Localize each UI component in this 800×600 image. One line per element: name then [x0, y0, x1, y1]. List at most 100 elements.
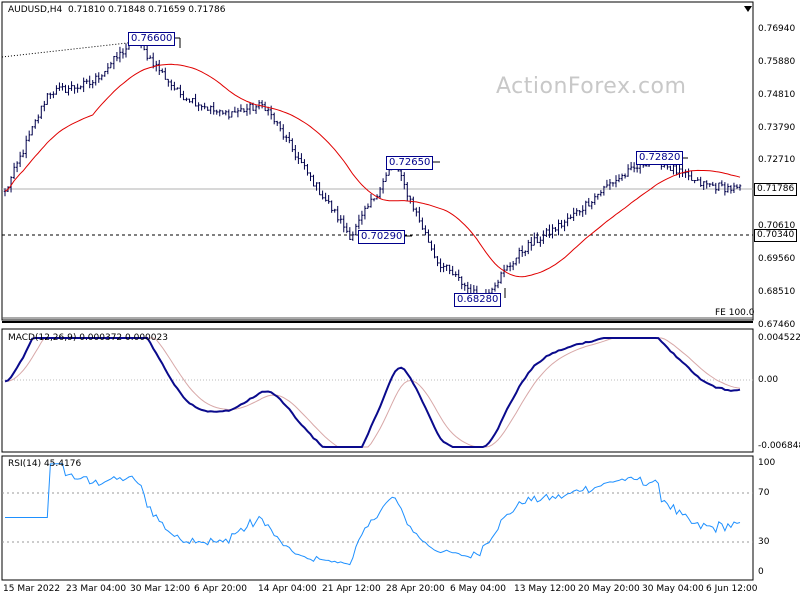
macd-signal-line	[4, 337, 741, 448]
price-bar	[36, 114, 40, 124]
price-bar	[242, 108, 246, 113]
price-tick: 0.72710	[758, 155, 796, 165]
price-bar	[605, 179, 609, 188]
rsi-tick: 100	[758, 458, 776, 468]
price-bar	[418, 206, 421, 223]
price-bar	[384, 172, 388, 183]
price-bar	[424, 225, 427, 236]
price-bar	[614, 175, 618, 188]
price-bar	[185, 97, 188, 102]
price-tick: 0.70610	[758, 221, 796, 231]
recent-high-annotation: 0.72820	[636, 151, 684, 165]
macd-tick: 0.004522	[758, 333, 800, 343]
price-bar	[46, 93, 49, 105]
price-bar	[596, 193, 600, 200]
price-bar	[88, 75, 91, 89]
price-bar	[203, 102, 206, 110]
price-bar	[436, 256, 439, 267]
date-tick: 6 Apr 20:00	[194, 584, 247, 594]
price-bar	[523, 250, 527, 257]
price-bar	[43, 100, 46, 112]
ohlc-values: 0.71810 0.71848 0.71659 0.71786	[68, 5, 226, 15]
price-bar	[587, 197, 591, 207]
price-bar	[629, 161, 633, 171]
price-bar	[191, 98, 194, 104]
price-bar	[85, 78, 88, 85]
price-bar	[236, 107, 240, 118]
price-bar	[64, 84, 67, 94]
price-bar	[275, 120, 279, 126]
price-bar	[151, 52, 155, 69]
rsi-panel-frame	[1, 455, 754, 581]
price-bar	[218, 109, 222, 117]
price-bar	[188, 98, 191, 103]
price-bar	[288, 131, 291, 144]
price-bar	[103, 70, 107, 77]
price-bar	[517, 247, 521, 264]
price-bar	[49, 92, 52, 99]
fe-label: FE 100.0	[715, 308, 755, 318]
price-bar	[55, 85, 58, 95]
price-bar	[182, 90, 185, 101]
price-bar	[272, 112, 276, 125]
price-tick: 0.74810	[758, 90, 796, 100]
high-annotation: 0.76600	[128, 32, 176, 46]
price-bar	[145, 43, 149, 61]
price-bar	[221, 110, 225, 115]
price-bar	[402, 172, 406, 190]
price-bar	[254, 104, 258, 114]
price-bar	[94, 73, 98, 86]
macd-line	[4, 337, 741, 448]
price-bar	[306, 163, 309, 176]
price-bar	[590, 200, 594, 210]
price-bar	[378, 186, 382, 200]
price-bar	[729, 185, 733, 194]
price-bar	[27, 130, 31, 142]
price-bar	[708, 183, 712, 188]
rsi-tick: 0	[758, 567, 764, 577]
macd-panel-frame	[1, 328, 754, 453]
price-bar	[70, 81, 73, 91]
price-bar	[563, 219, 566, 232]
main-panel-frame	[1, 1, 754, 321]
swing-low-annotation: 0.70290	[358, 230, 406, 244]
price-bar	[493, 282, 497, 292]
price-bar	[726, 183, 730, 193]
price-bar	[566, 213, 569, 227]
price-bar	[684, 169, 687, 178]
price-bar	[300, 153, 303, 164]
price-bar	[533, 232, 536, 246]
price-bar	[542, 230, 545, 244]
chart-shift-marker-icon[interactable]	[744, 6, 752, 12]
price-bar	[536, 232, 539, 244]
price-bar	[412, 196, 415, 212]
price-bar	[445, 264, 448, 271]
price-bar	[451, 265, 454, 276]
price-bar	[215, 109, 219, 115]
price-bar	[248, 102, 252, 115]
price-tick: 0.69560	[758, 254, 796, 264]
price-bar	[569, 214, 572, 220]
price-bar	[669, 165, 672, 172]
rsi-line	[5, 463, 741, 566]
rsi-tick: 70	[758, 488, 770, 498]
price-bar	[711, 181, 715, 187]
price-bar	[399, 169, 403, 181]
price-bar	[30, 125, 34, 136]
price-bar	[176, 87, 179, 90]
price-bar	[52, 91, 55, 99]
price-bar	[442, 262, 445, 273]
price-bar	[551, 224, 554, 239]
price-bar	[294, 145, 297, 161]
price-bar	[233, 106, 237, 113]
price-bar	[170, 79, 173, 91]
price-bar	[33, 119, 37, 129]
price-bar	[257, 100, 261, 110]
date-tick: 21 Apr 12:00	[322, 584, 381, 594]
price-bar	[572, 207, 575, 221]
price-bar	[15, 161, 19, 173]
price-bar	[608, 178, 612, 190]
price-bar	[696, 177, 699, 182]
price-bar	[623, 173, 627, 179]
price-bar	[312, 174, 315, 187]
